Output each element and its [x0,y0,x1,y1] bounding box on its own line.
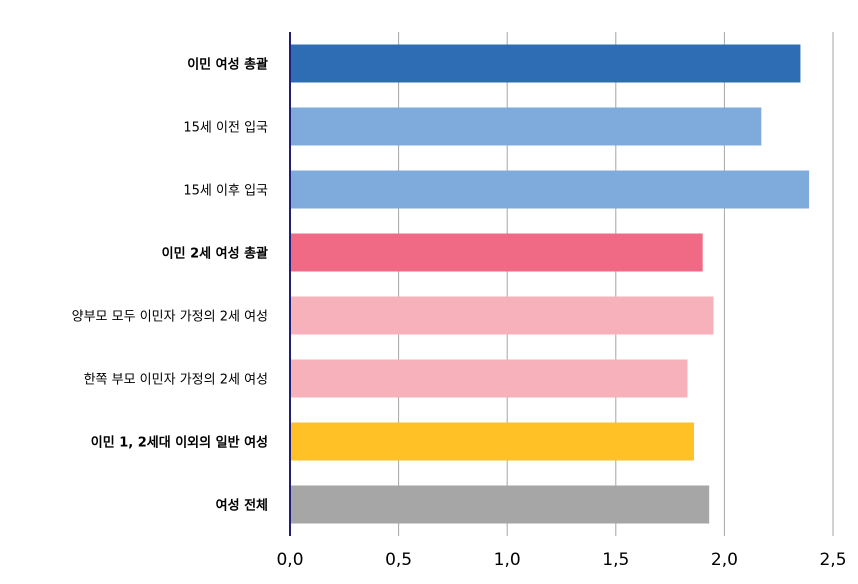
category-label: 여성 전체 [216,498,268,514]
category-label: 이민 1, 2세대 이외의 일반 여성 [91,435,268,451]
x-tick-label: 1,0 [494,550,521,570]
category-label: 이민 여성 총괄 [187,57,268,73]
x-tick-label: 1,5 [602,550,629,570]
bar [290,485,710,524]
bars [290,44,810,524]
x-tick-label: 2,0 [711,550,738,570]
x-tick-label: 0,0 [276,550,303,570]
bar [290,359,688,398]
x-tick-label: 0,5 [385,550,412,570]
category-label: 이민 2세 여성 총괄 [162,246,268,262]
bar [290,233,703,272]
bar [290,170,810,209]
x-tick-labels: 0,0 0,5 1,0 1,5 2,0 2,5 [276,550,846,570]
category-label: 15세 이전 입국 [183,121,268,136]
category-label: 15세 이후 입국 [183,184,268,199]
category-label: 양부모 모두 이민자 가정의 2세 여성 [72,310,268,325]
category-label: 한쪽 부모 이민자 가정의 2세 여성 [84,373,268,388]
bar [290,44,801,83]
bar [290,422,694,461]
x-tick-label: 2,5 [819,550,846,570]
bar [290,296,714,335]
bar [290,107,762,146]
